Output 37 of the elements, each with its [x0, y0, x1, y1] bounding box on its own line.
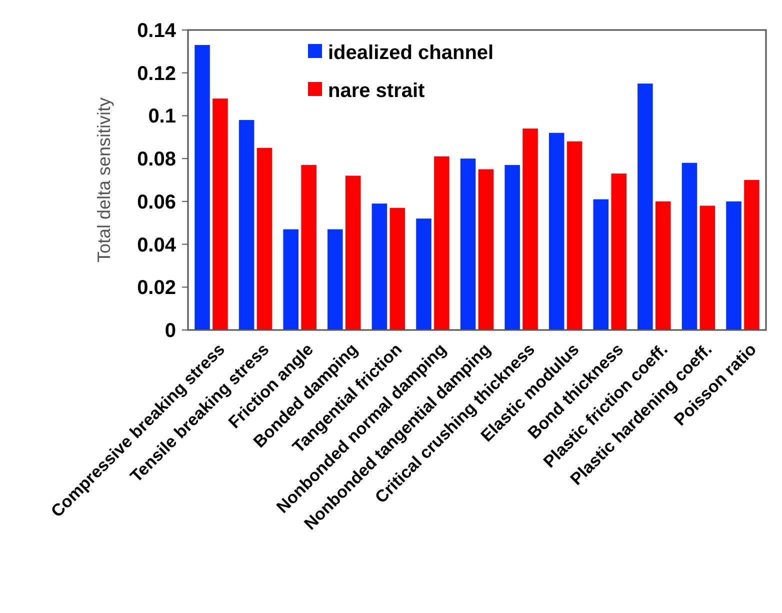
y-tick-label: 0.14 — [137, 20, 177, 42]
bar — [194, 45, 210, 330]
y-tick-label: 0.02 — [137, 277, 176, 300]
bar — [566, 141, 582, 330]
bar — [390, 208, 406, 330]
bar — [345, 176, 361, 330]
y-tick-label: 0.04 — [137, 234, 177, 256]
bar — [504, 165, 520, 330]
legend-label: idealized channel — [328, 42, 494, 64]
y-tick-label: 0.1 — [148, 106, 176, 128]
bar — [700, 206, 716, 330]
y-tick-label: 0.06 — [137, 191, 176, 214]
bar — [656, 201, 671, 330]
bar — [283, 229, 298, 330]
bar — [372, 204, 388, 330]
bar — [301, 165, 316, 330]
bar — [522, 128, 538, 330]
bar — [416, 218, 432, 330]
bar — [682, 162, 698, 330]
y-tick-label: 0 — [164, 320, 176, 342]
bar — [328, 229, 343, 330]
bar — [478, 169, 494, 330]
legend-label: nare strait — [328, 80, 426, 102]
y-axis-title: Total delta sensitivity — [94, 97, 114, 263]
bar — [460, 158, 476, 330]
bar — [212, 98, 228, 330]
y-tick-label: 0.08 — [137, 148, 176, 171]
bar — [744, 180, 760, 330]
bar — [726, 201, 742, 330]
bar — [593, 199, 609, 330]
bar — [256, 148, 272, 330]
bar — [548, 132, 564, 330]
bar — [611, 174, 626, 330]
bar — [238, 120, 254, 330]
bar — [638, 84, 653, 330]
y-tick-label: 0.12 — [137, 62, 176, 85]
bar — [434, 156, 450, 330]
